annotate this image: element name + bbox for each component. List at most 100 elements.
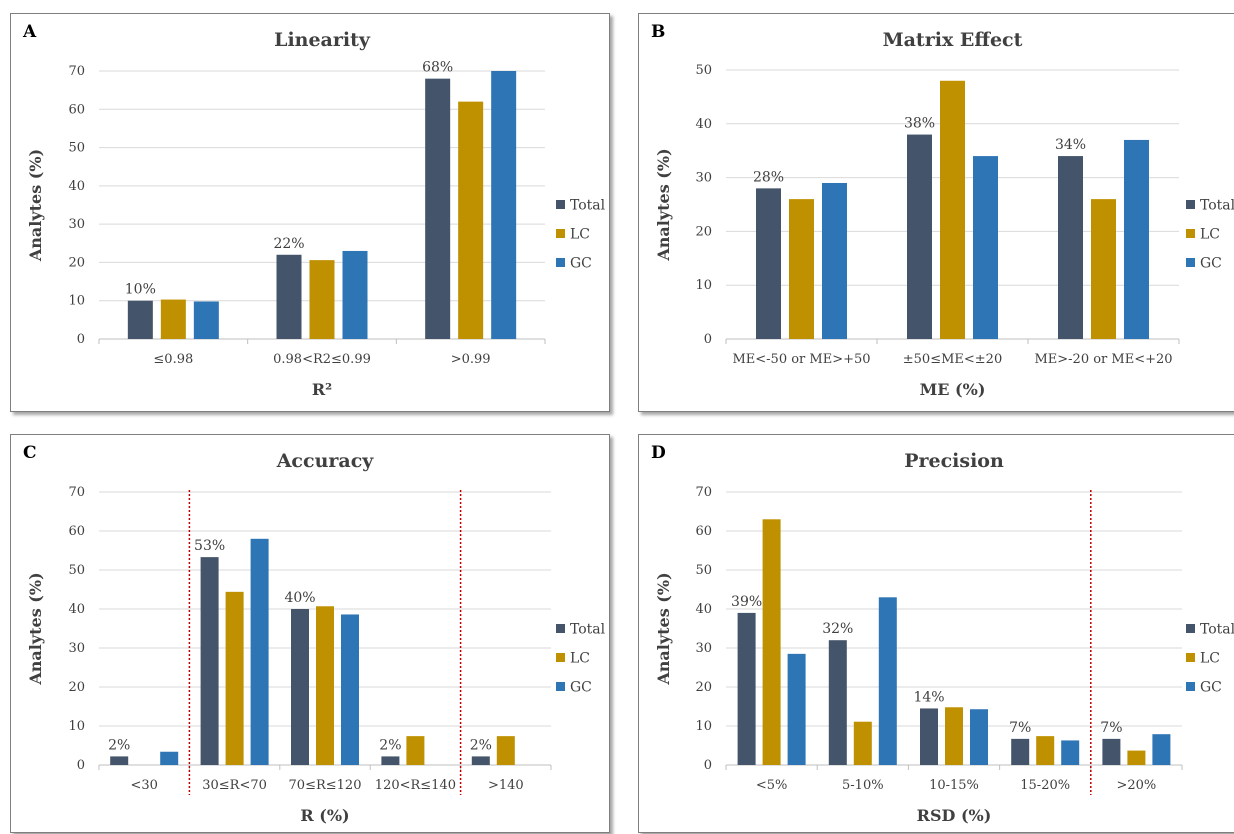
legend-swatch-lc bbox=[556, 229, 565, 238]
y-tick-label: 0 bbox=[704, 758, 712, 773]
legend-label-lc: LC bbox=[1200, 651, 1220, 667]
y-tick-label: 40 bbox=[68, 602, 85, 617]
bar-total-0-98 bbox=[127, 300, 153, 339]
data-label: 2% bbox=[108, 737, 130, 753]
legend-label-gc: GC bbox=[1200, 256, 1222, 272]
legend-label-lc: LC bbox=[1200, 227, 1220, 243]
x-category-label: <5% bbox=[756, 778, 788, 793]
y-tick-label: 20 bbox=[68, 680, 85, 695]
y-tick-label: 30 bbox=[68, 641, 85, 656]
bar-gc-5 bbox=[787, 653, 806, 765]
chart-title: Matrix Effect bbox=[883, 29, 1023, 51]
bar-gc-20 bbox=[1152, 734, 1171, 765]
y-tick-label: 60 bbox=[68, 102, 85, 117]
y-tick-label: 20 bbox=[68, 255, 85, 270]
bar-lc-0-98 bbox=[160, 299, 186, 339]
y-tick-label: 30 bbox=[695, 171, 712, 186]
y-tick-label: 40 bbox=[695, 117, 712, 132]
panel-letter: D bbox=[651, 443, 666, 463]
bar-total-20 bbox=[1102, 738, 1121, 765]
bar-total-5 bbox=[737, 612, 756, 765]
y-tick-label: 30 bbox=[68, 217, 85, 232]
data-label: 53% bbox=[194, 538, 225, 554]
bar-lc-me-20-or-me-20 bbox=[1091, 199, 1116, 339]
legend-label-lc: LC bbox=[570, 227, 590, 243]
y-tick-label: 10 bbox=[695, 719, 712, 734]
legend-swatch-gc bbox=[556, 682, 565, 691]
bar-gc-70-r-120 bbox=[341, 614, 359, 765]
legend-swatch-total bbox=[1186, 200, 1195, 209]
bar-lc-50-me-20 bbox=[940, 80, 965, 339]
y-axis-label: Analytes (%) bbox=[26, 572, 45, 685]
bar-lc-140 bbox=[496, 736, 515, 765]
bar-gc-me-50-or-me-50 bbox=[822, 182, 847, 339]
x-category-label: 5-10% bbox=[842, 778, 884, 793]
bar-gc-50-me-20 bbox=[973, 156, 998, 339]
chart-matrix-effect: Matrix Effect 0 10 20 30 40 50 28% ME<-50 or ME>… bbox=[654, 29, 1234, 399]
y-tick-label: 50 bbox=[68, 141, 85, 156]
legend-label-total: Total bbox=[570, 198, 606, 214]
x-category-label: >0.99 bbox=[451, 352, 491, 367]
bar-gc-30 bbox=[160, 751, 179, 765]
x-category-label: ME<-50 or ME>+50 bbox=[732, 352, 870, 367]
y-tick-label: 60 bbox=[68, 524, 85, 539]
x-category-label: ±50≤ME<±20 bbox=[903, 352, 1002, 367]
data-label: 68% bbox=[422, 60, 453, 76]
x-category-label: >20% bbox=[1117, 778, 1157, 793]
x-category-label: <30 bbox=[130, 778, 157, 793]
panel-b: B Matrix Effect 0 10 20 30 40 50 28% ME<-50 or M… bbox=[638, 13, 1234, 412]
panel-c: C Accuracy 0 10 20 30 40 50 60 70 2% <30 53% 30≤R<70… bbox=[10, 434, 610, 833]
y-tick-label: 50 bbox=[695, 63, 712, 78]
bar-total-me-20-or-me-20 bbox=[1058, 156, 1083, 339]
data-label: 40% bbox=[284, 590, 315, 606]
x-category-label: 120<R≤140 bbox=[375, 778, 456, 793]
panel-letter: B bbox=[651, 22, 666, 42]
chart-title: Precision bbox=[904, 450, 1004, 472]
legend-swatch-total bbox=[556, 200, 565, 209]
x-axis-label: ME (%) bbox=[920, 380, 986, 399]
bar-lc-70-r-120 bbox=[316, 606, 334, 765]
y-tick-label: 70 bbox=[695, 485, 712, 500]
data-label: 38% bbox=[904, 116, 935, 132]
panel-letter: A bbox=[23, 22, 37, 42]
bar-gc-5-10 bbox=[878, 597, 897, 765]
bar-lc-10-15 bbox=[945, 707, 963, 765]
legend-swatch-total bbox=[1186, 624, 1195, 633]
x-category-label: ME>-20 or ME<+20 bbox=[1034, 352, 1172, 367]
bar-total-5-10 bbox=[828, 640, 847, 765]
y-tick-label: 70 bbox=[68, 64, 85, 79]
bar-lc-0-99 bbox=[458, 101, 484, 339]
y-axis-label: Analytes (%) bbox=[654, 572, 673, 685]
y-tick-label: 0 bbox=[77, 332, 85, 347]
y-tick-label: 30 bbox=[695, 641, 712, 656]
data-label: 14% bbox=[913, 689, 944, 705]
legend-swatch-lc bbox=[1186, 653, 1195, 662]
data-label: 2% bbox=[470, 737, 492, 753]
bar-lc-15-20 bbox=[1036, 736, 1055, 765]
y-tick-label: 20 bbox=[695, 680, 712, 695]
legend-label-total: Total bbox=[1200, 622, 1234, 638]
bar-gc-me-20-or-me-20 bbox=[1124, 139, 1149, 339]
legend-swatch-gc bbox=[1186, 682, 1195, 691]
bar-total-0-99 bbox=[425, 78, 451, 340]
x-axis-label: R² bbox=[312, 380, 332, 399]
chart-accuracy: Accuracy 0 10 20 30 40 50 60 70 2% <30 53% 30≤R<70 40… bbox=[26, 450, 606, 825]
bar-gc-10-15 bbox=[970, 709, 988, 765]
panel-letter: C bbox=[23, 443, 37, 463]
bar-total-me-50-or-me-50 bbox=[756, 188, 781, 339]
bar-lc-5-10 bbox=[853, 721, 872, 765]
data-label: 28% bbox=[753, 169, 784, 185]
y-tick-label: 60 bbox=[695, 524, 712, 539]
chart-precision: Precision 0 10 20 30 40 50 60 70 39% <5% 32% 5-10% 14… bbox=[654, 450, 1234, 825]
bar-total-30 bbox=[110, 756, 129, 765]
y-tick-label: 10 bbox=[68, 719, 85, 734]
y-tick-label: 50 bbox=[68, 563, 85, 578]
y-tick-label: 40 bbox=[695, 602, 712, 617]
y-tick-label: 50 bbox=[695, 563, 712, 578]
legend-label-gc: GC bbox=[1200, 680, 1222, 696]
data-label: 7% bbox=[1100, 720, 1122, 736]
legend-swatch-lc bbox=[556, 653, 565, 662]
y-tick-label: 10 bbox=[68, 294, 85, 309]
bar-total-140 bbox=[471, 756, 490, 765]
panel-a: A Linearity 0 10 20 30 40 50 60 70 10% ≤0.98 22% 0.9… bbox=[10, 13, 610, 412]
